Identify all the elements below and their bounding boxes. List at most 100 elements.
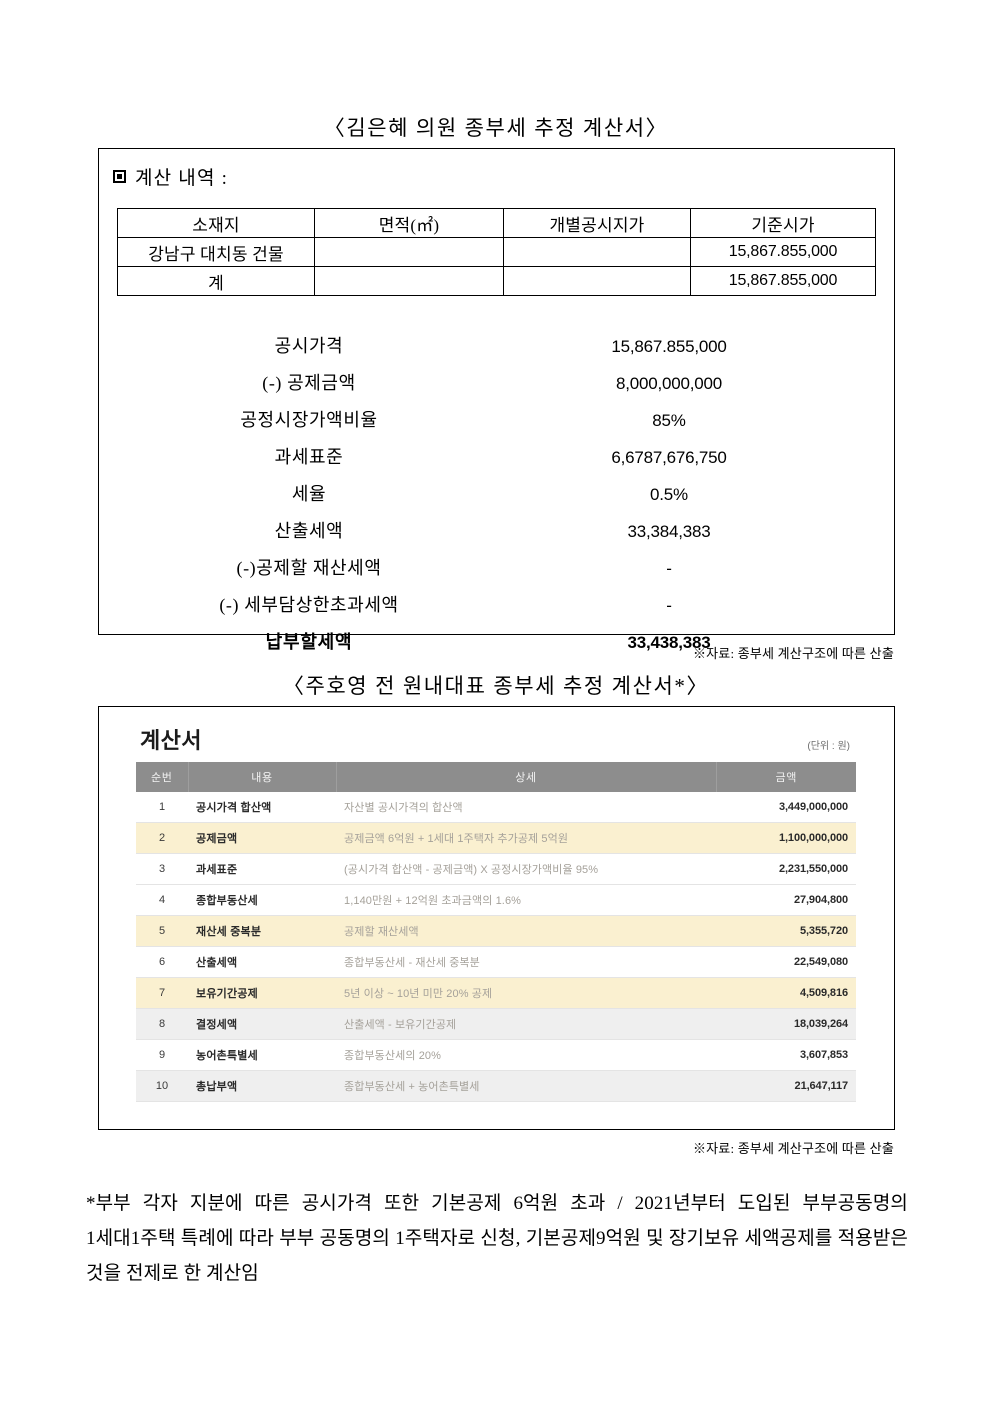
cell-name: 보유기간공제 — [188, 977, 336, 1009]
sheet-header-row: 순번 내용 상세 금액 — [136, 762, 856, 792]
calc-row: 산출세액 33,384,383 — [99, 517, 894, 554]
calc-row-value: 0.5% — [650, 485, 688, 504]
calc-row-value: - — [666, 559, 672, 578]
table-row: 1 공시가격 합산액 자산별 공시가격의 합산액 3,449,000,000 — [136, 792, 856, 823]
cell-no: 1 — [136, 792, 188, 823]
cell-amount: 2,231,550,000 — [716, 853, 856, 885]
cell-amount: 3,449,000,000 — [716, 792, 856, 823]
cell-no: 5 — [136, 915, 188, 947]
calc-row-value: 8,000,000,000 — [615, 374, 723, 393]
cell-base-price: 15,867.855,000 — [690, 266, 876, 296]
cell-detail: 종합부동산세 + 농어촌특별세 — [336, 1070, 716, 1102]
calc-row-label: (-) 공제금액 — [262, 373, 356, 393]
calc-row: 공시가격 15,867.855,000 — [99, 332, 894, 369]
calculation-heading-label: 계산 내역 : — [135, 168, 229, 189]
cell-amount: 27,904,800 — [716, 884, 856, 916]
cell-amount: 4,509,816 — [716, 977, 856, 1009]
table-row: 4 종합부동산세 1,140만원 + 12억원 초과금액의 1.6% 27,90… — [136, 884, 856, 916]
cell-no: 4 — [136, 884, 188, 916]
table-row: 계 15,867.855,000 — [117, 266, 876, 296]
calc-row: 과세표준 6,6787,676,750 — [99, 443, 894, 480]
table-row: 2 공제금액 공제금액 6억원 + 1세대 1주택자 추가공제 5억원 1,10… — [136, 822, 856, 854]
sheet-unit-label: (단위 : 원) — [807, 741, 850, 752]
table-row: 8 결정세액 산출세액 - 보유기간공제 18,039,264 — [136, 1008, 856, 1040]
cell-no: 3 — [136, 853, 188, 885]
cell-detail: 자산별 공시가격의 합산액 — [336, 792, 716, 823]
sheet-title: 계산서 — [140, 728, 202, 753]
property-table: 소재지 면적(㎡) 개별공시지가 기준시가 강남구 대치동 건물 15,867.… — [117, 208, 876, 296]
col-header-location: 소재지 — [117, 208, 315, 238]
cell-no: 9 — [136, 1039, 188, 1071]
cell-amount: 22,549,080 — [716, 946, 856, 978]
cell-base-price: 15,867.855,000 — [690, 237, 876, 267]
calc-row-label: 납부할세액 — [265, 632, 353, 652]
calc-row-label: 세율 — [291, 484, 327, 504]
cell-name: 공제금액 — [188, 822, 336, 854]
source-note-second: ※자료: 종부세 계산구조에 따른 산출 — [692, 1141, 894, 1156]
calc-row-label: (-)공제할 재산세액 — [236, 558, 382, 578]
cell-amount: 3,607,853 — [716, 1039, 856, 1071]
cell-name: 산출세액 — [188, 946, 336, 978]
calculation-sheet-inner: 계산서 (단위 : 원) 순번 내용 상세 금액 1 — [136, 723, 856, 1117]
table-row: 3 과세표준 (공시가격 합산액 - 공제금액) X 공정시장가액비율 95% … — [136, 853, 856, 885]
cell-no: 10 — [136, 1070, 188, 1102]
calc-row-label: (-) 세부담상한초과세액 — [219, 595, 399, 615]
filled-square-bullet-icon — [113, 170, 126, 183]
cell-name: 재산세 중복분 — [188, 915, 336, 947]
property-table-header-row: 소재지 면적(㎡) 개별공시지가 기준시가 — [117, 208, 876, 238]
cell-name: 과세표준 — [188, 853, 336, 885]
cell-amount: 18,039,264 — [716, 1008, 856, 1040]
cell-no: 8 — [136, 1008, 188, 1040]
sheet-col-header-no: 순번 — [136, 762, 189, 792]
calc-row-label: 공시가격 — [274, 336, 344, 356]
table-row: 6 산출세액 종합부동산세 - 재산세 중복분 22,549,080 — [136, 946, 856, 978]
table-row: 5 재산세 중복분 공제할 재산세액 5,355,720 — [136, 915, 856, 947]
calc-row-label: 과세표준 — [274, 447, 344, 467]
cell-land-price — [503, 237, 691, 267]
cell-amount: 1,100,000,000 — [716, 822, 856, 854]
calc-row-value: - — [666, 596, 672, 615]
cell-no: 6 — [136, 946, 188, 978]
table-row: 7 보유기간공제 5년 이상 ~ 10년 미만 20% 공제 4,509,816 — [136, 977, 856, 1009]
footnote-paragraph: *부부 각자 지분에 따른 공시가격 또한 기본공제 6억원 초과 / 2021… — [86, 1193, 908, 1284]
cell-location: 강남구 대치동 건물 — [117, 237, 315, 267]
calc-row: (-) 세부담상한초과세액 - — [99, 591, 894, 628]
cell-detail: 공제금액 6억원 + 1세대 1주택자 추가공제 5억원 — [336, 822, 716, 854]
cell-amount: 5,355,720 — [716, 915, 856, 947]
cell-detail: 공제할 재산세액 — [336, 915, 716, 947]
table-row: 강남구 대치동 건물 15,867.855,000 — [117, 237, 876, 267]
col-header-land-price: 개별공시지가 — [503, 208, 691, 238]
calc-row-value: 85% — [652, 411, 686, 430]
cell-detail: 산출세액 - 보유기간공제 — [336, 1008, 716, 1040]
col-header-base-price: 기준시가 — [690, 208, 876, 238]
cell-area — [314, 266, 504, 296]
sheet-col-header-detail: 상세 — [336, 762, 717, 792]
cell-location: 계 — [117, 266, 315, 296]
table-row: 9 농어촌특별세 종합부동산세의 20% 3,607,853 — [136, 1039, 856, 1071]
cell-no: 2 — [136, 822, 188, 854]
calc-row: 세율 0.5% — [99, 480, 894, 517]
cell-name: 공시가격 합산액 — [188, 792, 336, 823]
cell-detail: 1,140만원 + 12억원 초과금액의 1.6% — [336, 884, 716, 916]
calc-row-total: 납부할세액 33,438,383 — [99, 628, 894, 665]
cell-detail: 종합부동산세의 20% — [336, 1039, 716, 1071]
calc-row-label: 산출세액 — [274, 521, 344, 541]
col-header-area: 면적(㎡) — [314, 208, 504, 238]
calc-row-value: 6,6787,676,750 — [611, 448, 727, 467]
calc-row-label: 공정시장가액비율 — [240, 410, 378, 430]
calc-row-value: 33,384,383 — [627, 522, 711, 541]
calc-row: (-)공제할 재산세액 - — [99, 554, 894, 591]
calculation-rows-list: 공시가격 15,867.855,000 (-) 공제금액 8,000,000,0… — [99, 332, 894, 665]
calculation-sheet-image-box: 계산서 (단위 : 원) 순번 내용 상세 금액 1 — [98, 706, 895, 1130]
source-note-first: ※자료: 종부세 계산구조에 따른 산출 — [692, 646, 894, 661]
calculation-heading: 계산 내역 : — [113, 163, 894, 190]
cell-detail: (공시가격 합산액 - 공제금액) X 공정시장가액비율 95% — [336, 853, 716, 885]
cell-name: 농어촌특별세 — [188, 1039, 336, 1071]
cell-amount: 21,647,117 — [716, 1070, 856, 1102]
table-row: 10 총납부액 종합부동산세 + 농어촌특별세 21,647,117 — [136, 1070, 856, 1102]
calc-row: 공정시장가액비율 85% — [99, 406, 894, 443]
cell-land-price — [503, 266, 691, 296]
page-title-second: 〈주호영 전 원내대표 종부세 추정 계산서*〉 — [282, 674, 710, 698]
cell-name: 결정세액 — [188, 1008, 336, 1040]
